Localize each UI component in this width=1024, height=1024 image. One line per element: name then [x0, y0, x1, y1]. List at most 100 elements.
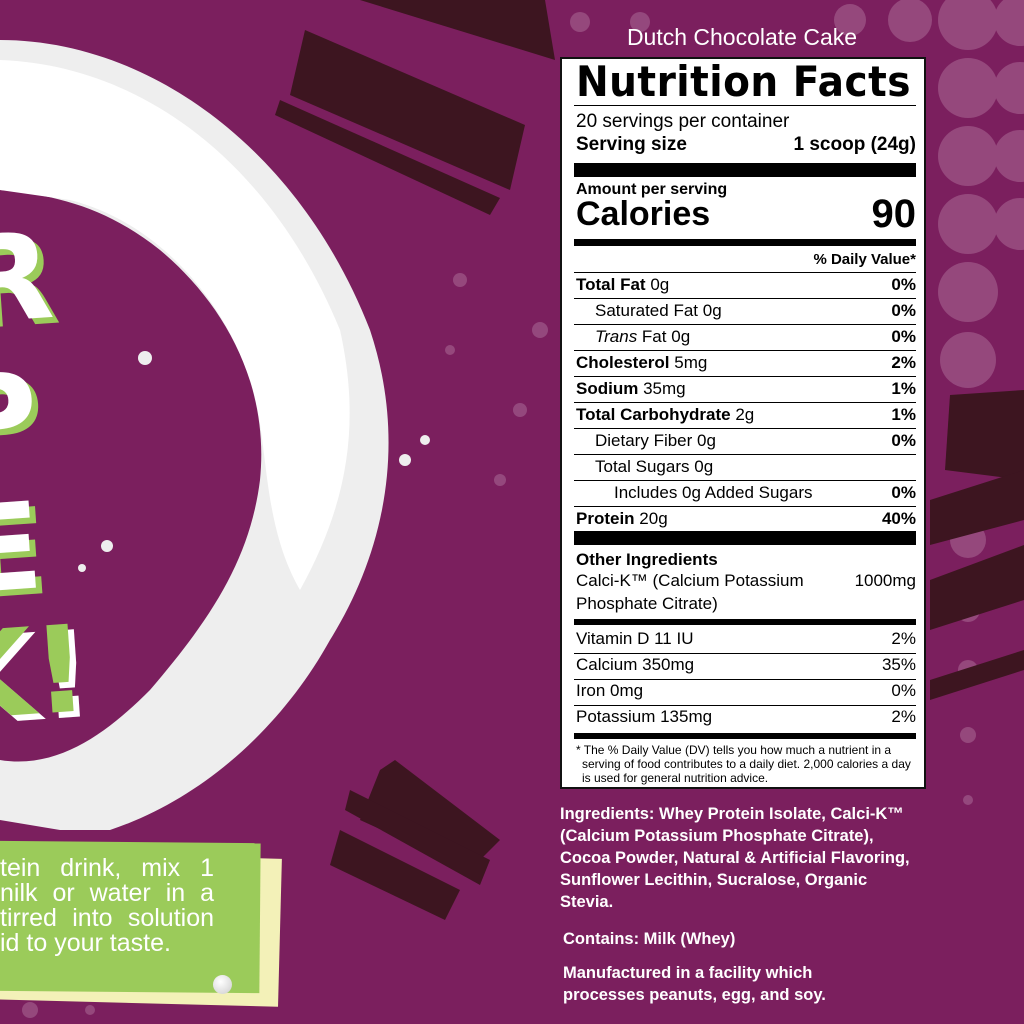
instructions-text: tein drink, mix 1 nilk or water in a tir… [0, 856, 214, 956]
nutrient-dv: 0% [891, 483, 916, 502]
row-divider [574, 705, 916, 706]
pin-icon [213, 975, 232, 994]
vitamin-row: Calcium 350mg 35% [576, 655, 916, 675]
row-divider [574, 402, 916, 403]
other-ingredients-title: Other Ingredients [576, 550, 718, 569]
nutrient-name: Sodium [576, 379, 639, 398]
serving-size: Serving size 1 scoop (24g) [576, 134, 916, 156]
dot-pattern-icon [22, 0, 1024, 1018]
vitamin-row: Iron 0mg 0% [576, 681, 916, 701]
nutrient-dv: 0% [891, 301, 916, 320]
nutrient-dv: 1% [891, 379, 916, 398]
panel-title: Nutrition Facts [576, 57, 911, 106]
facility-line: processes peanuts, egg, and soy. [563, 986, 826, 1004]
nutrient-row: Total Sugars 0g [576, 457, 916, 477]
nutrient-amount: 0g [694, 457, 714, 476]
nutrient-dv: 0% [891, 431, 916, 450]
nutrient-amount: 2g [735, 405, 755, 424]
calories-value: 90 [871, 192, 917, 236]
vitamin-dv: 35% [881, 655, 916, 674]
nutrient-amount: 35mg [643, 379, 686, 398]
row-divider [574, 679, 916, 680]
other-ingredient-name: Calci-K™ (Calcium Potassium [576, 571, 804, 590]
footnote-line: * The % Daily Value (DV) tells you how m… [576, 743, 892, 757]
ingredients-list: Ingredients: Whey Protein Isolate, Calci… [560, 803, 940, 913]
nutrient-row: Protein 20g 40% [576, 509, 916, 529]
nutrient-name-rest: Fat [637, 327, 667, 346]
calories-label: Calories [576, 195, 711, 233]
other-ingredient-amount: 1000mg [854, 571, 916, 590]
vitamin-name: Iron 0mg [576, 681, 644, 700]
nutrient-dv: 40% [881, 509, 916, 528]
other-ingredient-row: Calci-K™ (Calcium Potassium 1000mg [576, 571, 916, 591]
row-divider [574, 272, 916, 273]
row-divider [574, 454, 916, 455]
nutrient-dv: 0% [891, 275, 916, 294]
servings-per-container: 20 servings per container [576, 111, 790, 132]
row-divider [574, 506, 916, 507]
footnote-line: is used for general nutrition advice. [582, 771, 769, 785]
headline-letter: K! [0, 600, 93, 749]
cake-slice-icon [275, 0, 1024, 920]
nutrient-amount: 20g [639, 509, 668, 528]
ingredients-line: Cocoa Powder, Natural & Artificial Flavo… [560, 849, 910, 867]
nutrient-amount: 5mg [674, 353, 708, 372]
headline-letter: R [0, 206, 58, 353]
allergen-contains: Contains: Milk (Whey) [563, 930, 736, 948]
row-divider [574, 350, 916, 351]
nutrient-amount: 0g [702, 301, 722, 320]
footnote: * The % Daily Value (DV) tells you how m… [576, 743, 916, 785]
row-divider [574, 653, 916, 654]
nutrient-row: Total Fat 0g 0% [576, 275, 916, 295]
nutrient-name: Cholesterol [576, 353, 670, 372]
nutrient-name: Total Carbohydrate [576, 405, 731, 424]
nutrient-row: Sodium 35mg 1% [576, 379, 916, 399]
facility-statement: Manufactured in a facility which process… [563, 962, 943, 1006]
nutrient-row: Saturated Fat 0g 0% [576, 301, 916, 321]
dv-header: % Daily Value* [813, 251, 916, 268]
nutrient-name: Dietary Fiber [595, 431, 693, 450]
vitamin-dv: 2% [891, 629, 916, 648]
nutrient-amount: 0g [671, 327, 691, 346]
row-divider [574, 428, 916, 429]
nutrient-name: Trans [595, 327, 638, 346]
ingredients-line: Stevia. [560, 893, 614, 911]
other-ingredient-line2: Phosphate Citrate) [576, 594, 718, 613]
vitamin-dv: 2% [891, 707, 916, 726]
row-divider [574, 480, 916, 481]
nutrient-name: Total Fat [576, 275, 646, 294]
instructions-line: id to your taste. [0, 929, 171, 957]
nutrient-amount: 0g [697, 431, 716, 450]
footnote-line: serving of food contributes to a daily d… [582, 757, 911, 771]
product-name: Dutch Chocolate Cake [626, 24, 858, 50]
nutrient-row: Includes 0g Added Sugars 0% [576, 483, 916, 503]
ingredients-line: (Calcium Potassium Phosphate Citrate), [560, 827, 874, 845]
serving-size-label: Serving size [576, 134, 687, 155]
amount-per-serving: Amount per serving [576, 181, 728, 198]
vitamin-name: Potassium 135mg [576, 707, 713, 726]
vitamin-name: Calcium 350mg [576, 655, 695, 674]
nutrient-row: Trans Fat 0g 0% [576, 327, 916, 347]
ingredients-line: Sunflower Lecithin, Sucralose, Organic [560, 871, 868, 889]
vitamin-dv: 0% [891, 681, 916, 700]
row-divider [574, 298, 916, 299]
ingredients-line: Ingredients: Whey Protein Isolate, Calci… [560, 805, 904, 823]
nutrient-row: Cholesterol 5mg 2% [576, 353, 916, 373]
facility-line: Manufactured in a facility which [563, 964, 813, 982]
nutrient-name: Protein [576, 509, 635, 528]
milk-splash-icon [0, 40, 430, 830]
nutrient-amount: 0g [650, 275, 670, 294]
instructions-line: nilk or water in a [0, 879, 214, 907]
nutrition-facts-panel: Nutrition Facts 20 servings per containe… [560, 57, 926, 789]
instructions-line: tein drink, mix 1 [0, 854, 214, 882]
vitamin-row: Vitamin D 11 IU 2% [576, 629, 916, 649]
serving-size-value: 1 scoop (24g) [793, 134, 916, 155]
nutrient-dv: 1% [891, 405, 916, 424]
nutrient-name: Includes 0g Added Sugars [614, 483, 813, 502]
nutrient-name: Saturated Fat [595, 301, 699, 320]
calories-row: Calories 90 [576, 192, 917, 236]
row-divider [574, 324, 916, 325]
vitamin-row: Potassium 135mg 2% [576, 707, 916, 727]
vitamin-name: Vitamin D 11 IU [576, 629, 694, 648]
